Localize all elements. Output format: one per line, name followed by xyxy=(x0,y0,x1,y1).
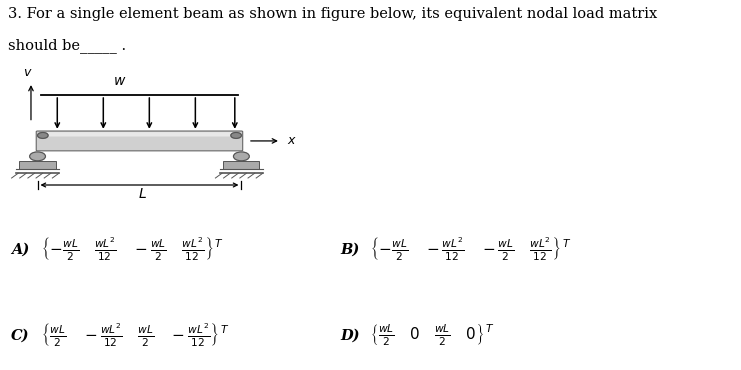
Text: $w$: $w$ xyxy=(113,74,127,88)
Text: $\left\{\frac{wL}{2}\quad-\frac{wL^2}{12}\quad\frac{wL}{2}\quad-\frac{wL^2}{12}\: $\left\{\frac{wL}{2}\quad-\frac{wL^2}{12… xyxy=(41,322,230,349)
Text: A): A) xyxy=(11,242,30,256)
Text: D): D) xyxy=(340,329,359,343)
Text: $\left\{-\frac{wL}{2}\quad\frac{wL^2}{12}\quad-\frac{wL}{2}\quad\frac{wL^2}{12}\: $\left\{-\frac{wL}{2}\quad\frac{wL^2}{12… xyxy=(41,236,224,263)
Text: should be_____ .: should be_____ . xyxy=(8,38,126,53)
FancyBboxPatch shape xyxy=(39,132,240,137)
Text: B): B) xyxy=(340,242,359,256)
Circle shape xyxy=(30,152,45,161)
Text: $\left\{\frac{wL}{2}\quad0\quad\frac{wL}{2}\quad0\right\}^{\,T}$: $\left\{\frac{wL}{2}\quad0\quad\frac{wL}… xyxy=(370,323,494,348)
FancyBboxPatch shape xyxy=(36,131,243,151)
Text: $L$: $L$ xyxy=(139,187,147,201)
Text: C): C) xyxy=(11,329,30,343)
Circle shape xyxy=(231,132,242,138)
Text: $x$: $x$ xyxy=(288,134,297,147)
Circle shape xyxy=(233,152,249,161)
Text: $v$: $v$ xyxy=(23,65,33,78)
FancyBboxPatch shape xyxy=(19,161,56,169)
Text: 3. For a single element beam as shown in figure below, its equivalent nodal load: 3. For a single element beam as shown in… xyxy=(8,7,657,21)
Circle shape xyxy=(38,132,48,138)
Text: $\left\{-\frac{wL}{2}\quad-\frac{wL^2}{12}\quad-\frac{wL}{2}\quad\frac{wL^2}{12}: $\left\{-\frac{wL}{2}\quad-\frac{wL^2}{1… xyxy=(370,236,571,263)
FancyBboxPatch shape xyxy=(223,161,259,169)
